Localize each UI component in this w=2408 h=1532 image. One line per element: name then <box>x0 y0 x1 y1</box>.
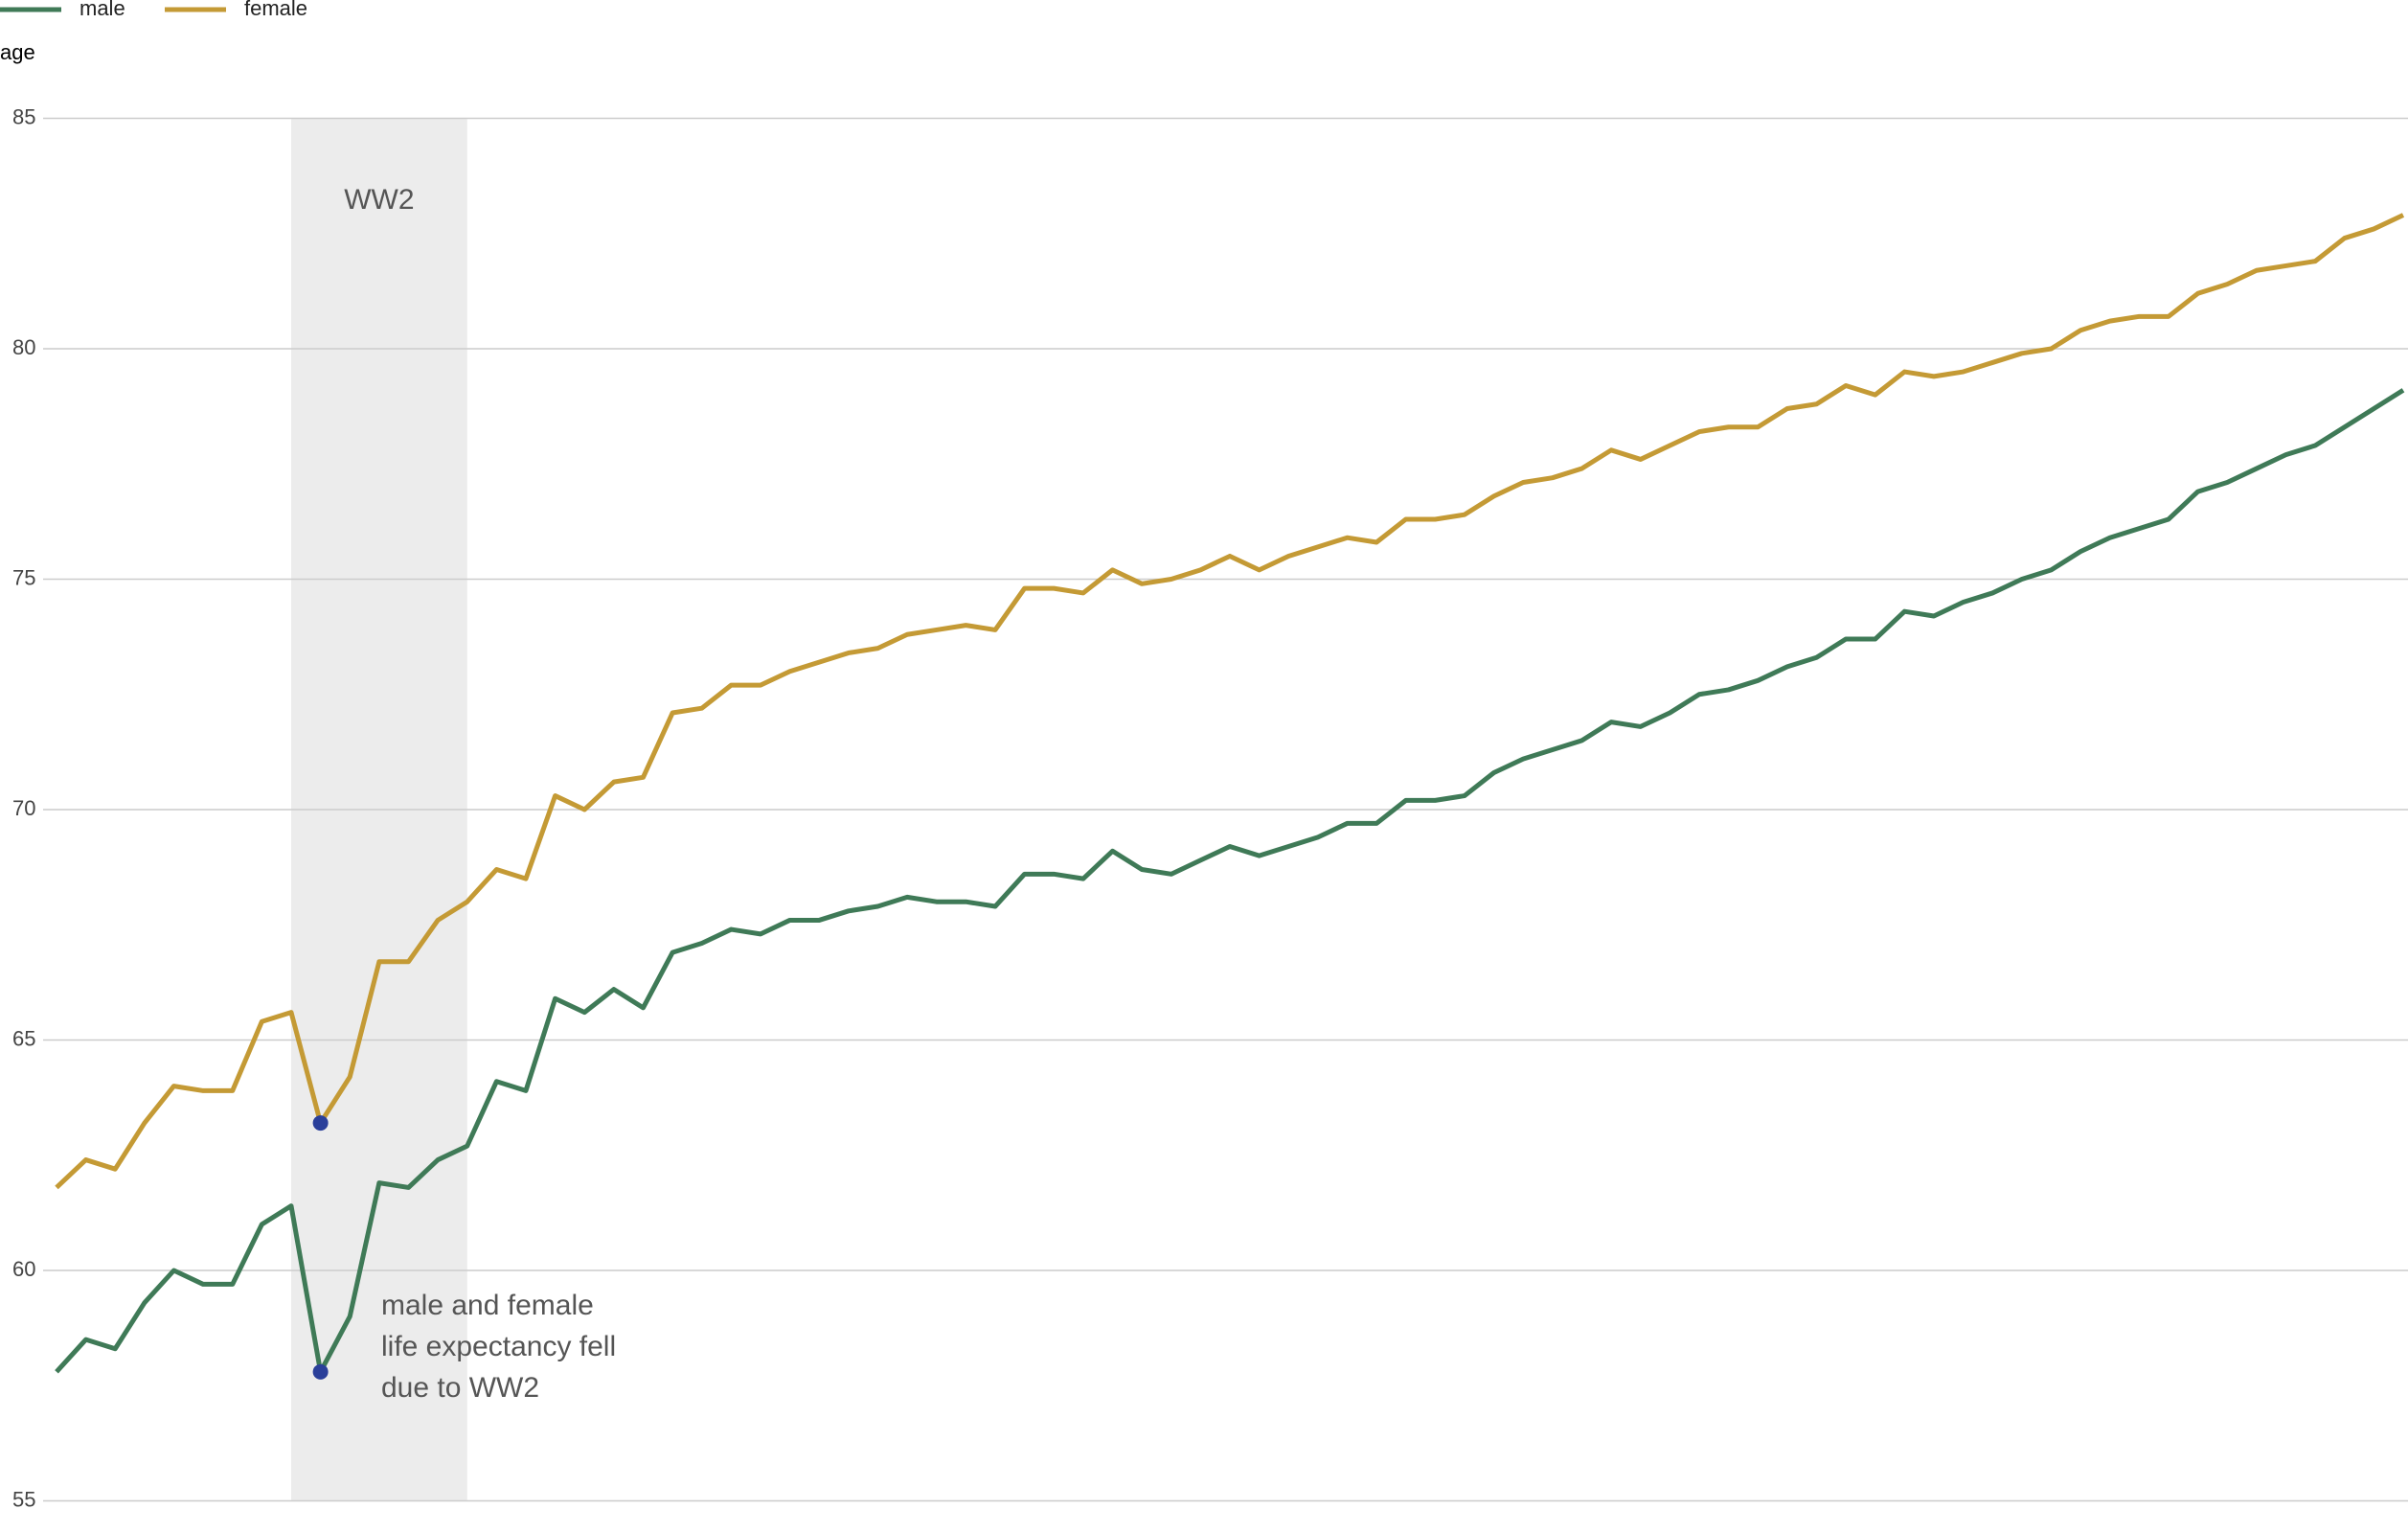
annotation-text: life expectancy fell <box>381 1331 616 1362</box>
annotation-text: male and female <box>381 1290 594 1321</box>
y-axis-label: age <box>0 40 35 64</box>
annotation-text: due to WW2 <box>381 1372 539 1404</box>
y-tick-label: 85 <box>12 104 35 128</box>
highlight-point <box>312 1115 329 1132</box>
y-tick-label: 55 <box>12 1487 35 1511</box>
y-tick-label: 75 <box>12 565 35 589</box>
legend-label: male <box>80 0 125 20</box>
y-tick-label: 65 <box>12 1026 35 1050</box>
band-label: WW2 <box>344 184 414 216</box>
legend-label: female <box>244 0 307 20</box>
y-tick-label: 70 <box>12 796 35 820</box>
data-line <box>55 213 2405 1190</box>
y-tick-label: 60 <box>12 1257 35 1281</box>
y-tick-label: 80 <box>12 335 35 359</box>
highlight-point <box>312 1363 329 1380</box>
data-line <box>55 388 2405 1375</box>
